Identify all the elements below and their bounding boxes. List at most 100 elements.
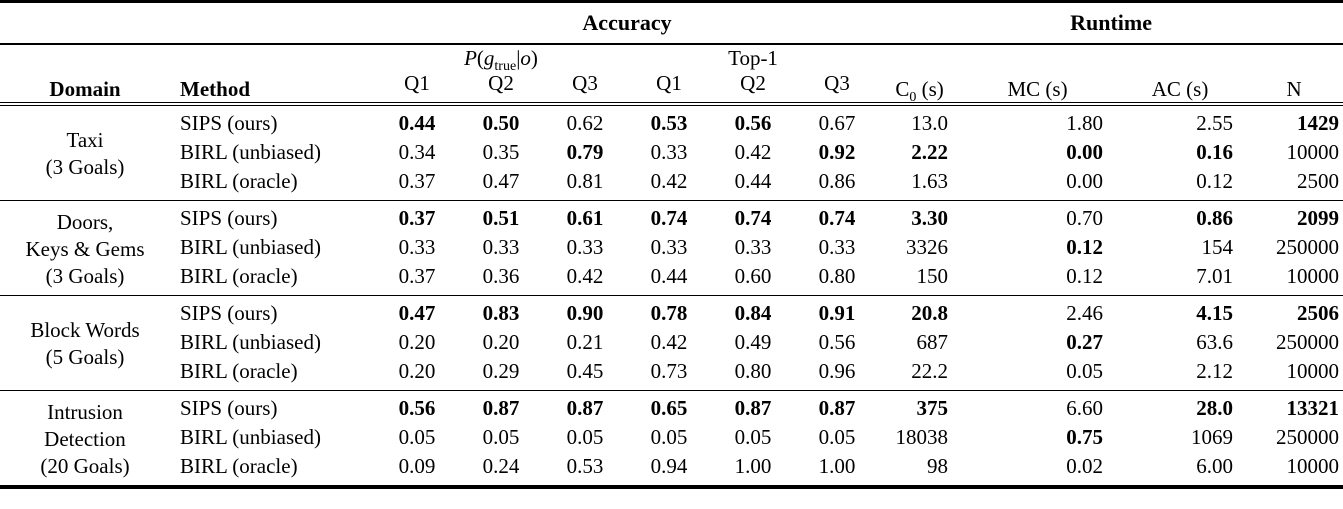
- value-cell: 0.21: [566, 329, 604, 354]
- quartile-header-row: Q1 Q2 Q3 Q1 Q2 Q3: [0, 71, 1343, 104]
- table-row: BIRL (oracle) 0.37 0.47 0.81 0.42 0.44 0.86 1.6…: [0, 167, 1343, 201]
- value-cell: 0.33: [818, 234, 856, 259]
- domain-group: Block Words (5 Goals) SIPS (ours) 0.47 0.83 0…: [0, 295, 1343, 390]
- table-row: BIRL (unbiased) 0.20 0.20 0.21 0.42 0.49 0.56 6…: [0, 328, 1343, 357]
- value-cell: 0.47: [482, 168, 520, 193]
- top1-header: Top-1: [728, 45, 778, 70]
- table-row: BIRL (unbiased) 0.33 0.33 0.33 0.33 0.33 0.33 3…: [0, 233, 1343, 262]
- value-cell: 0.05: [1066, 358, 1104, 383]
- value-cell: 6.60: [1066, 395, 1104, 420]
- value-cell: 0.90: [566, 300, 604, 325]
- value-cell: 13.0: [911, 110, 949, 135]
- value-cell: 98: [927, 453, 949, 478]
- value-cell: 0.60: [734, 263, 772, 288]
- value-cell: 2.22: [911, 139, 949, 164]
- value-cell: 0.05: [566, 424, 604, 449]
- value-cell: 2500: [1297, 168, 1340, 193]
- value-cell: 1429: [1297, 110, 1340, 135]
- value-cell: 0.05: [734, 424, 772, 449]
- q1-accuracy-header: Q1: [404, 70, 430, 95]
- domain-line: Block Words: [30, 318, 140, 342]
- domain-cell: Intrusion Detection (20 Goals): [0, 390, 170, 487]
- value-cell: 0.00: [1066, 168, 1104, 193]
- method-cell: SIPS (ours): [180, 205, 278, 230]
- value-cell: 6.00: [1196, 453, 1234, 478]
- domain-group: Intrusion Detection (20 Goals) SIPS (ours) 0…: [0, 390, 1343, 487]
- value-cell: 0.29: [482, 358, 520, 383]
- value-cell: 0.05: [818, 424, 856, 449]
- c0-base: C: [895, 76, 910, 101]
- value-cell: 0.67: [818, 110, 856, 135]
- value-cell: 0.35: [482, 139, 520, 164]
- q3-accuracy-header: Q3: [572, 70, 598, 95]
- value-cell: 0.83: [482, 300, 520, 325]
- value-cell: 0.02: [1066, 453, 1104, 478]
- value-cell: 0.33: [566, 234, 604, 259]
- math-g: g: [483, 45, 495, 70]
- value-cell: 0.45: [566, 358, 604, 383]
- value-cell: 0.87: [482, 395, 520, 420]
- value-cell: 0.50: [482, 110, 520, 135]
- value-cell: 0.91: [818, 300, 856, 325]
- value-cell: 0.33: [650, 139, 688, 164]
- domain-line: Keys & Gems: [25, 236, 145, 261]
- math-bar: |: [516, 45, 521, 70]
- domain-line: Doors,: [56, 209, 114, 234]
- q1-top1-header: Q1: [656, 70, 682, 95]
- value-cell: 375: [916, 395, 949, 420]
- value-cell: 0.24: [482, 453, 520, 478]
- value-cell: 154: [1201, 234, 1234, 259]
- value-cell: 250000: [1276, 424, 1340, 449]
- runtime-span-header: Runtime: [1070, 9, 1152, 35]
- q2-top1-header: Q2: [740, 70, 766, 95]
- method-cell: BIRL (oracle): [180, 263, 298, 288]
- method-column-header: Method: [180, 76, 250, 101]
- value-cell: 0.56: [398, 395, 436, 420]
- value-cell: 0.87: [566, 395, 604, 420]
- method-cell: BIRL (unbiased): [180, 234, 321, 259]
- value-cell: 0.80: [734, 358, 772, 383]
- value-cell: 0.94: [650, 453, 688, 478]
- math-P: P: [464, 45, 477, 70]
- value-cell: 2506: [1297, 300, 1340, 325]
- blank-header-cell: [0, 2, 375, 44]
- value-cell: 0.44: [650, 263, 688, 288]
- method-cell: BIRL (unbiased): [180, 139, 321, 164]
- value-cell: 0.12: [1066, 263, 1104, 288]
- domain-line: Detection: [44, 426, 126, 451]
- value-cell: 0.74: [650, 205, 688, 230]
- value-cell: 0.80: [818, 263, 856, 288]
- value-cell: 1.00: [734, 453, 772, 478]
- value-cell: 0.87: [734, 395, 772, 420]
- q3-top1-header: Q3: [824, 70, 850, 95]
- value-cell: 1.80: [1066, 110, 1104, 135]
- value-cell: 0.44: [734, 168, 772, 193]
- value-cell: 0.47: [398, 300, 436, 325]
- value-cell: 0.86: [1196, 205, 1234, 230]
- value-cell: 0.05: [482, 424, 520, 449]
- value-cell: 0.81: [566, 168, 604, 193]
- domain-group: Taxi (3 Goals) SIPS (ours) 0.44 0.50 0.62 0.53…: [0, 103, 1343, 201]
- value-cell: 0.74: [734, 205, 772, 230]
- value-cell: 0.20: [482, 329, 520, 354]
- table-header: Accuracy Runtime Domain Method P(gtrue|o…: [0, 2, 1343, 104]
- value-cell: 4.15: [1196, 300, 1234, 325]
- n-column-header: N: [1286, 76, 1302, 101]
- c0-subscript: 0: [909, 89, 917, 105]
- table-row: Block Words (5 Goals) SIPS (ours) 0.47 0.83 0…: [0, 295, 1343, 370]
- table-row: BIRL (oracle) 0.20 0.29 0.45 0.73 0.80 0.96 22.…: [0, 357, 1343, 391]
- domain-line: Taxi: [66, 128, 104, 152]
- math-sub-true: true: [494, 58, 517, 74]
- value-cell: 687: [916, 329, 949, 354]
- value-cell: 0.37: [398, 205, 436, 230]
- value-cell: 2.12: [1196, 358, 1234, 383]
- table-row: Taxi (3 Goals) SIPS (ours) 0.44 0.50 0.62 0.53…: [0, 104, 1343, 180]
- value-cell: 2.46: [1066, 300, 1104, 325]
- domain-cell: Doors, Keys & Gems (3 Goals): [0, 200, 170, 295]
- value-cell: 1.63: [911, 168, 949, 193]
- method-cell: SIPS (ours): [180, 110, 278, 135]
- value-cell: 10000: [1286, 139, 1340, 164]
- value-cell: 0.79: [566, 139, 604, 164]
- accuracy-span-header: Accuracy: [582, 9, 672, 35]
- value-cell: 0.05: [398, 424, 436, 449]
